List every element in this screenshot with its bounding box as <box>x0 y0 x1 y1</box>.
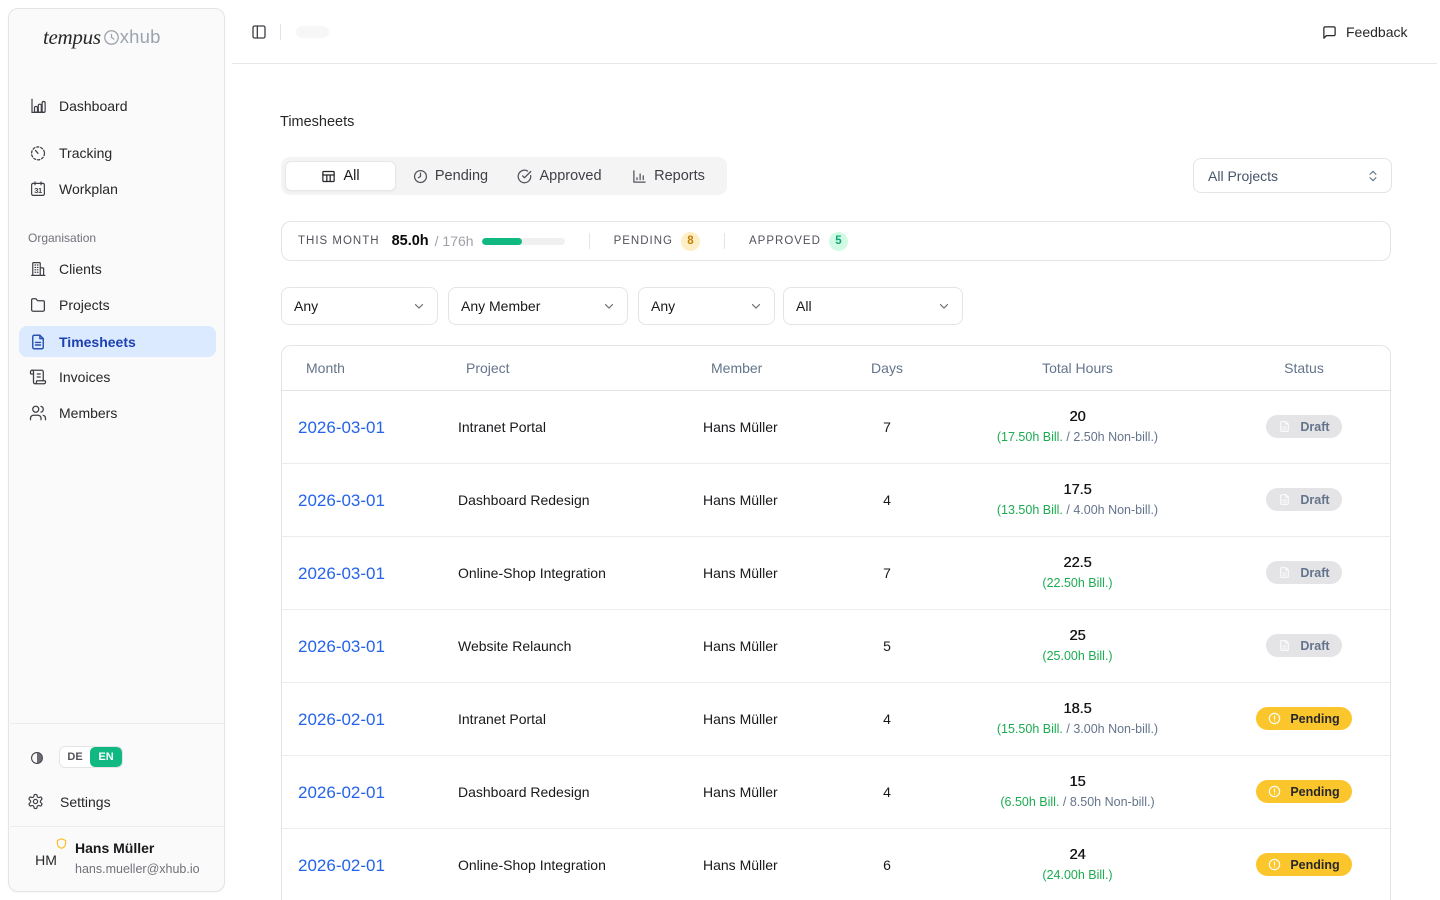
svg-text:31: 31 <box>34 186 42 195</box>
